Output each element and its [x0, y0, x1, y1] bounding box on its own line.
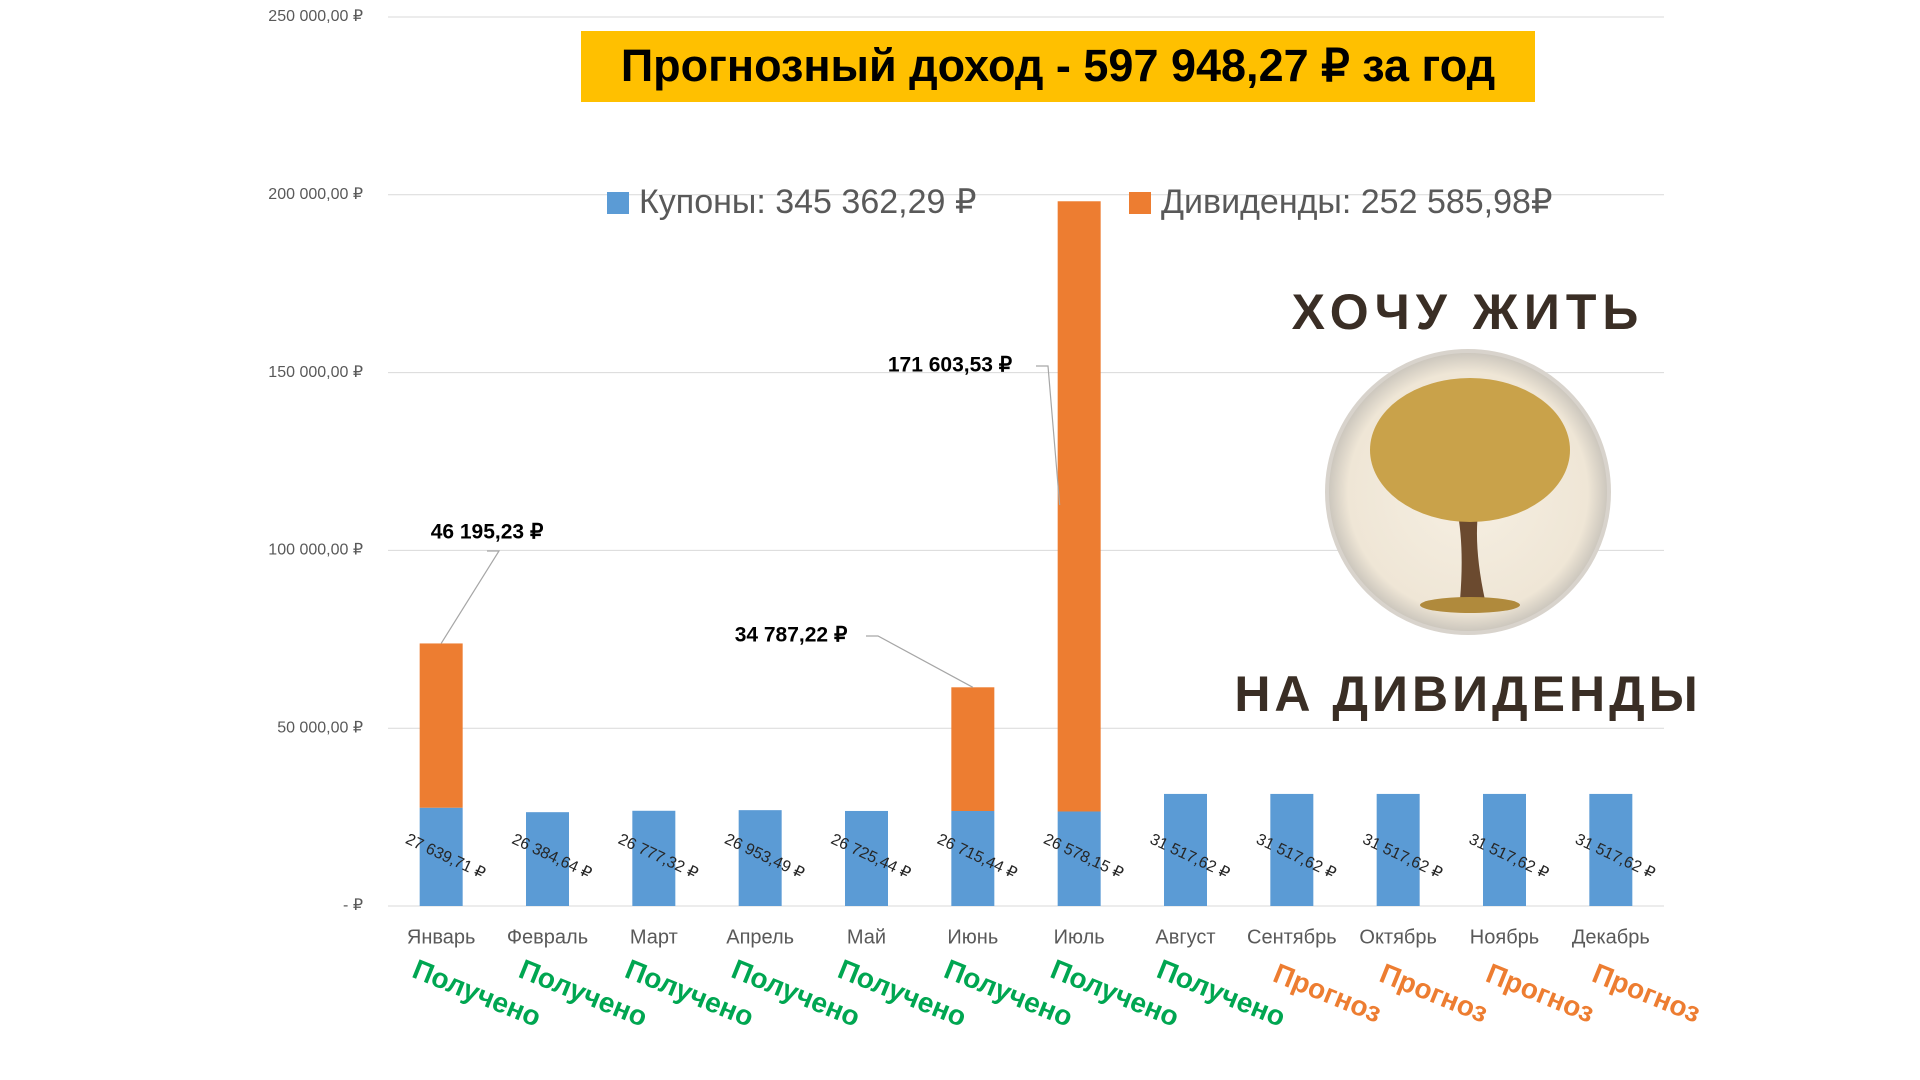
x-tick-label: Октябрь	[1359, 926, 1437, 948]
tree-crown	[1370, 378, 1570, 522]
y-tick-label: 200 000,00 ₽	[268, 186, 363, 203]
bar-segment	[1164, 793, 1207, 906]
bar-segment	[1483, 793, 1526, 906]
x-tick-label: Апрель	[726, 926, 794, 948]
tree-ground	[1420, 597, 1520, 613]
x-tick-label: Ноябрь	[1470, 926, 1539, 948]
legend-label: Купоны: 345 362,29 ₽	[639, 183, 976, 221]
bar-segment	[738, 810, 782, 906]
status-label: Прогноз	[1269, 957, 1386, 1028]
x-tick-label: Январь	[407, 926, 476, 948]
bar-segment	[951, 810, 995, 906]
leader-line	[440, 550, 501, 644]
bar-segment	[1589, 793, 1633, 906]
y-tick-label: 50 000,00 ₽	[277, 719, 363, 736]
legend-swatch	[607, 192, 629, 214]
x-tick-label: Февраль	[507, 926, 588, 948]
status-label: Прогноз	[1482, 957, 1599, 1028]
y-tick-label: 250 000,00 ₽	[268, 8, 363, 25]
logo-bottom: НА ДИВИДЕНДЫ	[1234, 666, 1701, 722]
x-tick-label: Май	[847, 926, 886, 948]
status-label: Прогноз	[1376, 957, 1493, 1028]
dividend-label: 171 603,53 ₽	[888, 354, 1013, 377]
tree-trunk	[1455, 500, 1485, 600]
bar-segment	[1057, 201, 1101, 812]
legend-swatch	[1129, 192, 1151, 214]
bar-segment	[1376, 793, 1420, 906]
bar-segment	[1057, 811, 1101, 906]
bar-segment	[526, 812, 569, 906]
chart-title: Прогнозный доход - 597 948,27 ₽ за год	[621, 40, 1495, 91]
legend-label: Дивиденды: 252 585,98₽	[1161, 183, 1553, 221]
x-tick-label: Июнь	[947, 926, 998, 948]
bar-segment	[951, 687, 995, 811]
leader-line	[866, 635, 974, 688]
leader-line	[1036, 365, 1061, 506]
bar-segment	[845, 810, 888, 906]
dividend-label: 46 195,23 ₽	[431, 521, 544, 544]
bar-segment	[419, 643, 463, 808]
logo: ХОЧУ ЖИТЬ НА ДИВИДЕНДЫ	[1234, 284, 1701, 722]
y-tick-label: 150 000,00 ₽	[268, 364, 363, 381]
dividend-label: 34 787,22 ₽	[735, 624, 848, 647]
x-tick-label: Сентябрь	[1247, 926, 1337, 948]
logo-top: ХОЧУ ЖИТЬ	[1292, 284, 1645, 340]
bar-segment	[419, 807, 463, 906]
y-tick-label: - ₽	[343, 897, 363, 914]
bar-segment	[1270, 793, 1314, 906]
title-box	[581, 31, 1535, 102]
x-tick-label: Июль	[1054, 926, 1105, 948]
x-tick-label: Август	[1155, 926, 1215, 948]
y-tick-label: 100 000,00 ₽	[268, 542, 363, 559]
status-label: Прогноз	[1588, 957, 1705, 1028]
x-tick-label: Март	[630, 926, 678, 948]
x-tick-label: Декабрь	[1572, 926, 1650, 948]
bar-segment	[632, 810, 676, 906]
